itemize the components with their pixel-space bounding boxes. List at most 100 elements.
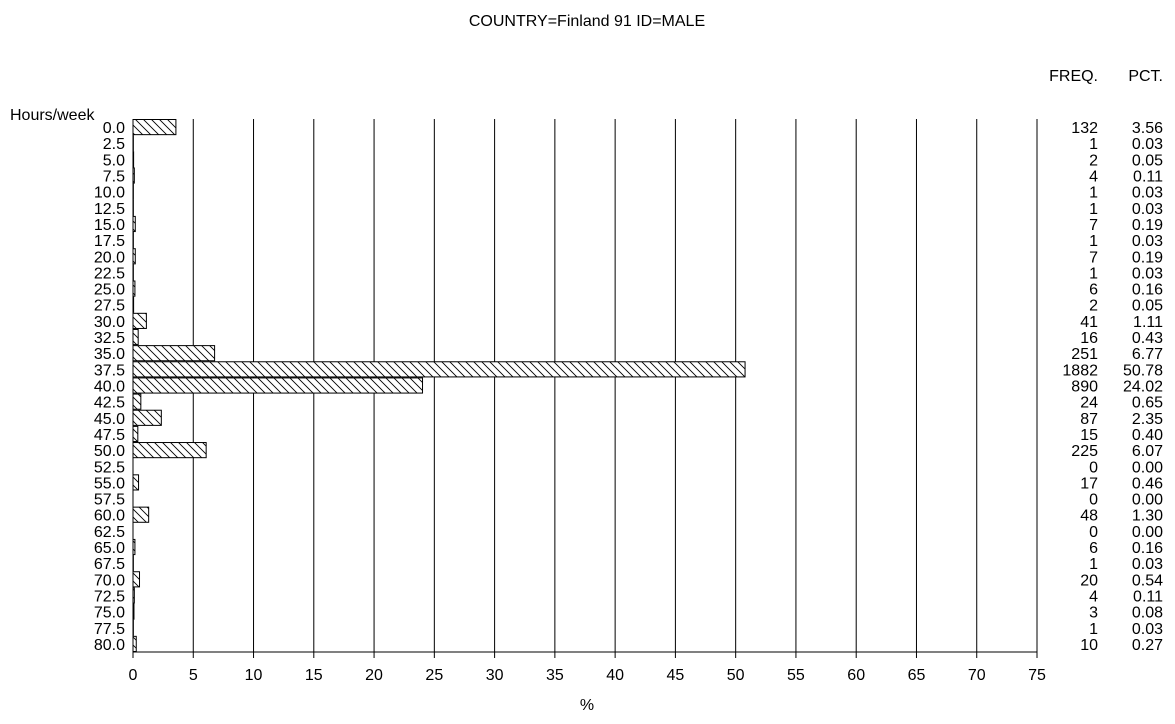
x-tick-label: 15: [305, 667, 323, 684]
freq-value: 0: [1089, 459, 1098, 476]
pct-value: 0.03: [1132, 201, 1163, 218]
category-label: 75.0: [94, 605, 125, 622]
x-tick-label: 0: [129, 667, 138, 684]
category-label: 0.0: [103, 120, 125, 137]
pct-header: PCT.: [1128, 68, 1163, 85]
y-axis-label: Hours/week: [10, 107, 95, 124]
pct-value: 0.19: [1132, 217, 1163, 234]
freq-value: 10: [1080, 637, 1098, 654]
bar: [133, 313, 146, 328]
freq-value: 1: [1089, 233, 1098, 250]
x-tick-label: 75: [1028, 667, 1046, 684]
bar: [133, 362, 745, 377]
pct-value: 0.00: [1132, 524, 1163, 541]
x-tick-label: 65: [908, 667, 926, 684]
x-axis-label: %: [580, 697, 594, 714]
x-tick-label: 50: [727, 667, 745, 684]
category-label: 20.0: [94, 249, 125, 266]
category-label: 50.0: [94, 443, 125, 460]
pct-value: 0.03: [1132, 136, 1163, 153]
pct-value: 0.46: [1132, 475, 1163, 492]
pct-value: 0.19: [1132, 249, 1163, 266]
freq-value: 1: [1089, 556, 1098, 573]
freq-value: 3: [1089, 605, 1098, 622]
category-label: 27.5: [94, 298, 125, 315]
category-label: 7.5: [103, 169, 125, 186]
category-label: 32.5: [94, 330, 125, 347]
bar: [133, 475, 139, 490]
category-label: 55.0: [94, 475, 125, 492]
freq-value: 24: [1080, 395, 1098, 412]
bar: [133, 378, 423, 393]
x-tick-label: 55: [787, 667, 805, 684]
pct-value: 0.03: [1132, 185, 1163, 202]
bar: [133, 329, 138, 344]
pct-value: 1.11: [1133, 314, 1163, 331]
freq-header: FREQ.: [1049, 68, 1098, 85]
freq-value: 890: [1071, 379, 1098, 396]
freq-value: 17: [1080, 475, 1098, 492]
pct-value: 0.54: [1132, 572, 1163, 589]
category-label: 25.0: [94, 282, 125, 299]
pct-value: 0.03: [1132, 556, 1163, 573]
x-tick-label: 20: [365, 667, 383, 684]
freq-value: 132: [1071, 120, 1098, 137]
bar: [133, 443, 206, 458]
freq-value: 225: [1071, 443, 1098, 460]
bar: [133, 507, 149, 522]
bar: [133, 572, 140, 587]
bar: [133, 346, 215, 361]
freq-value: 7: [1089, 249, 1098, 266]
pct-value: 6.07: [1132, 443, 1163, 460]
x-tick-label: 45: [667, 667, 685, 684]
freq-value: 0: [1089, 492, 1098, 509]
freq-value: 1: [1089, 265, 1098, 282]
pct-value: 0.16: [1132, 282, 1163, 299]
x-tick-label: 40: [606, 667, 624, 684]
pct-value: 1.30: [1132, 508, 1163, 525]
freq-value: 6: [1089, 282, 1098, 299]
pct-value: 0.00: [1132, 492, 1163, 509]
freq-value: 1: [1089, 185, 1098, 202]
pct-value: 0.27: [1132, 637, 1163, 654]
freq-value: 87: [1080, 411, 1098, 428]
pct-value: 2.35: [1132, 411, 1163, 428]
bar: [133, 426, 138, 441]
freq-value: 1: [1089, 201, 1098, 218]
chart-title: COUNTRY=Finland 91 ID=MALE: [469, 13, 705, 30]
freq-value: 1: [1089, 621, 1098, 638]
freq-value: 41: [1080, 314, 1098, 331]
pct-value: 0.03: [1132, 265, 1163, 282]
category-label: 67.5: [94, 556, 125, 573]
category-label: 42.5: [94, 395, 125, 412]
category-label: 17.5: [94, 233, 125, 250]
bar: [133, 410, 161, 425]
x-tick-label: 35: [546, 667, 564, 684]
pct-value: 0.43: [1132, 330, 1163, 347]
category-label: 65.0: [94, 540, 125, 557]
category-label: 57.5: [94, 492, 125, 509]
pct-value: 0.40: [1132, 427, 1163, 444]
freq-value: 251: [1071, 346, 1098, 363]
freq-value: 4: [1089, 588, 1098, 605]
x-tick-label: 25: [425, 667, 443, 684]
pct-value: 6.77: [1132, 346, 1163, 363]
pct-value: 0.11: [1133, 588, 1163, 605]
category-label: 45.0: [94, 411, 125, 428]
category-label: 80.0: [94, 637, 125, 654]
pct-value: 0.05: [1132, 298, 1163, 315]
category-label: 40.0: [94, 379, 125, 396]
category-label: 52.5: [94, 459, 125, 476]
category-label: 2.5: [103, 136, 125, 153]
freq-value: 7: [1089, 217, 1098, 234]
freq-value: 20: [1080, 572, 1098, 589]
pct-value: 0.00: [1132, 459, 1163, 476]
freq-value: 1882: [1062, 362, 1098, 379]
category-label: 10.0: [94, 185, 125, 202]
category-label: 15.0: [94, 217, 125, 234]
freq-value: 48: [1080, 508, 1098, 525]
freq-value: 4: [1089, 169, 1098, 186]
x-tick-label: 60: [847, 667, 865, 684]
